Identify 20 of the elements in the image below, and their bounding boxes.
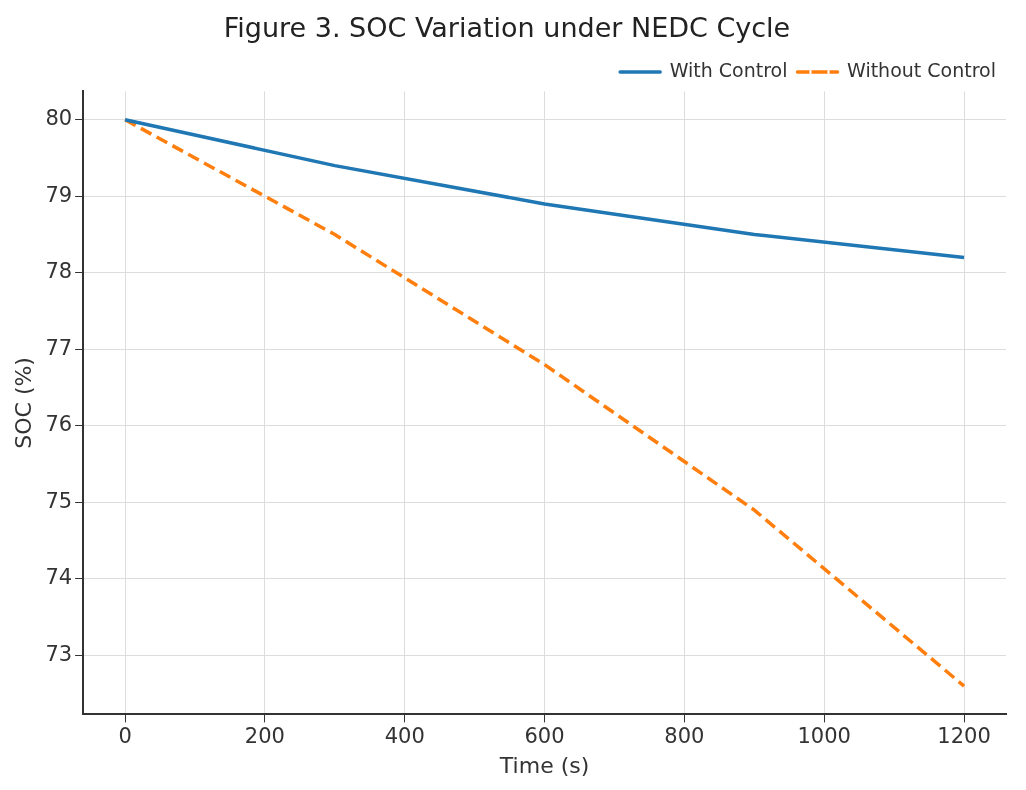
y-tick-label: 76 — [45, 412, 73, 437]
x-tick-label: 600 — [524, 724, 565, 749]
y-axis-title: SOC (%) — [10, 357, 36, 449]
legend-label: With Control — [669, 58, 788, 81]
x-tick-label: 800 — [664, 724, 705, 749]
x-tick-label: 1000 — [797, 724, 851, 749]
y-tick-label: 73 — [45, 641, 73, 666]
y-tick-label: 75 — [45, 488, 73, 513]
x-tick-label: 1200 — [937, 724, 991, 749]
x-tick-label: 400 — [384, 724, 425, 749]
y-tick-label: 79 — [45, 182, 73, 207]
legend-label: Without Control — [847, 58, 997, 81]
y-tick-label: 77 — [45, 335, 73, 360]
y-tick-label: 78 — [45, 259, 73, 284]
x-tick-label: 0 — [118, 724, 132, 749]
x-tick-label: 200 — [244, 724, 285, 749]
y-tick-label: 80 — [45, 106, 73, 131]
chart-title: Figure 3. SOC Variation under NEDC Cycle — [223, 12, 791, 44]
y-tick-label: 74 — [45, 565, 73, 590]
x-axis-title: Time (s) — [498, 752, 590, 778]
